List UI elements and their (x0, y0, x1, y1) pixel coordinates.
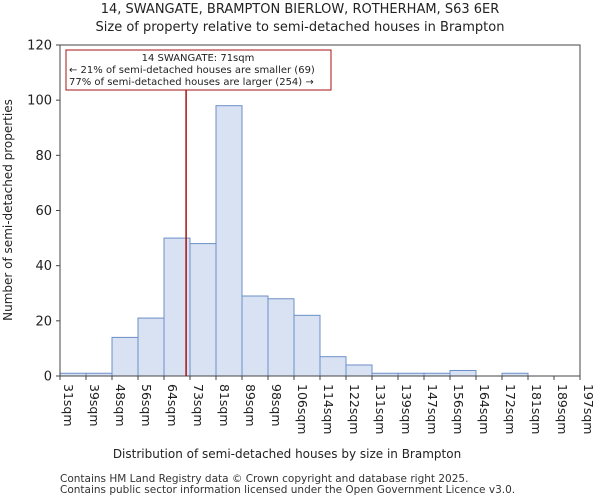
marker-annotation: 14 SWANGATE: 71sqm ← 21% of semi-detache… (65, 49, 332, 91)
x-tick-label: 56sqm (139, 384, 154, 427)
x-tick-label: 48sqm (113, 384, 128, 427)
annotation-line-1: 14 SWANGATE: 71sqm (142, 53, 255, 64)
histogram-bar (189, 243, 217, 377)
annotation-line-2: ← 21% of semi-detached houses are smalle… (69, 65, 315, 76)
x-tick-labels: 31sqm 39sqm 48sqm 56sqm 64sqm 73sqm 81sqm 89sqm… (59, 376, 596, 434)
chart-title: 14, SWANGATE, BRAMPTON BIERLOW, ROTHERHA… (100, 2, 500, 17)
x-tick-label: 172sqm (503, 384, 518, 434)
y-tick-label: 100 (27, 94, 52, 109)
y-tick-label: 40 (35, 259, 52, 274)
x-tick-label: 81sqm (217, 384, 232, 427)
footer-copyright: Contains HM Land Registry data © Crown c… (60, 473, 469, 485)
footer-licence: Contains public sector information licen… (60, 484, 516, 496)
y-tick-label: 0 (44, 370, 52, 385)
x-tick-label: 131sqm (373, 384, 388, 434)
x-tick-label: 73sqm (191, 384, 206, 427)
histogram-bar (137, 317, 165, 377)
x-tick-label: 114sqm (321, 384, 336, 434)
histogram-bar (241, 295, 269, 377)
histogram-bar (293, 314, 321, 377)
histogram-bar (449, 369, 477, 377)
x-tick-label: 122sqm (347, 384, 362, 434)
x-tick-label: 31sqm (61, 384, 76, 427)
y-tick-label: 120 (27, 39, 52, 54)
y-tick-label: 20 (35, 314, 52, 329)
y-tick-label: 80 (35, 149, 52, 164)
x-tick-label: 39sqm (87, 384, 102, 427)
x-tick-label: 197sqm (581, 384, 596, 434)
x-tick-label: 147sqm (425, 384, 440, 434)
histogram-bar (215, 105, 243, 377)
x-tick-label: 181sqm (529, 384, 544, 434)
y-axis-label: Number of semi-detached properties (1, 99, 15, 321)
histogram-bar (345, 364, 373, 377)
chart-subtitle: Size of property relative to semi-detach… (95, 20, 505, 35)
x-tick-label: 189sqm (555, 384, 570, 434)
histogram-bar (319, 356, 347, 377)
histogram-bar (111, 336, 139, 377)
histogram-chart: 0 20 40 60 80 100 120 31sqm 39sqm 48sqm 56sqm 64sq… (1, 39, 596, 462)
x-tick-label: 64sqm (165, 384, 180, 427)
y-tick-marks (56, 44, 60, 377)
x-axis-label: Distribution of semi-detached houses by … (113, 447, 461, 461)
x-tick-label: 98sqm (269, 384, 284, 427)
y-tick-labels: 0 20 40 60 80 100 120 (27, 39, 52, 385)
x-tick-label: 89sqm (243, 384, 258, 427)
bars (59, 105, 529, 377)
y-tick-label: 60 (35, 204, 52, 219)
x-tick-label: 139sqm (399, 384, 414, 434)
annotation-box (65, 49, 332, 91)
x-tick-label: 164sqm (477, 384, 492, 434)
annotation-line-3: 77% of semi-detached houses are larger (… (69, 77, 314, 88)
histogram-bar (267, 298, 295, 377)
x-tick-label: 156sqm (451, 384, 466, 434)
x-tick-label: 106sqm (295, 384, 310, 434)
